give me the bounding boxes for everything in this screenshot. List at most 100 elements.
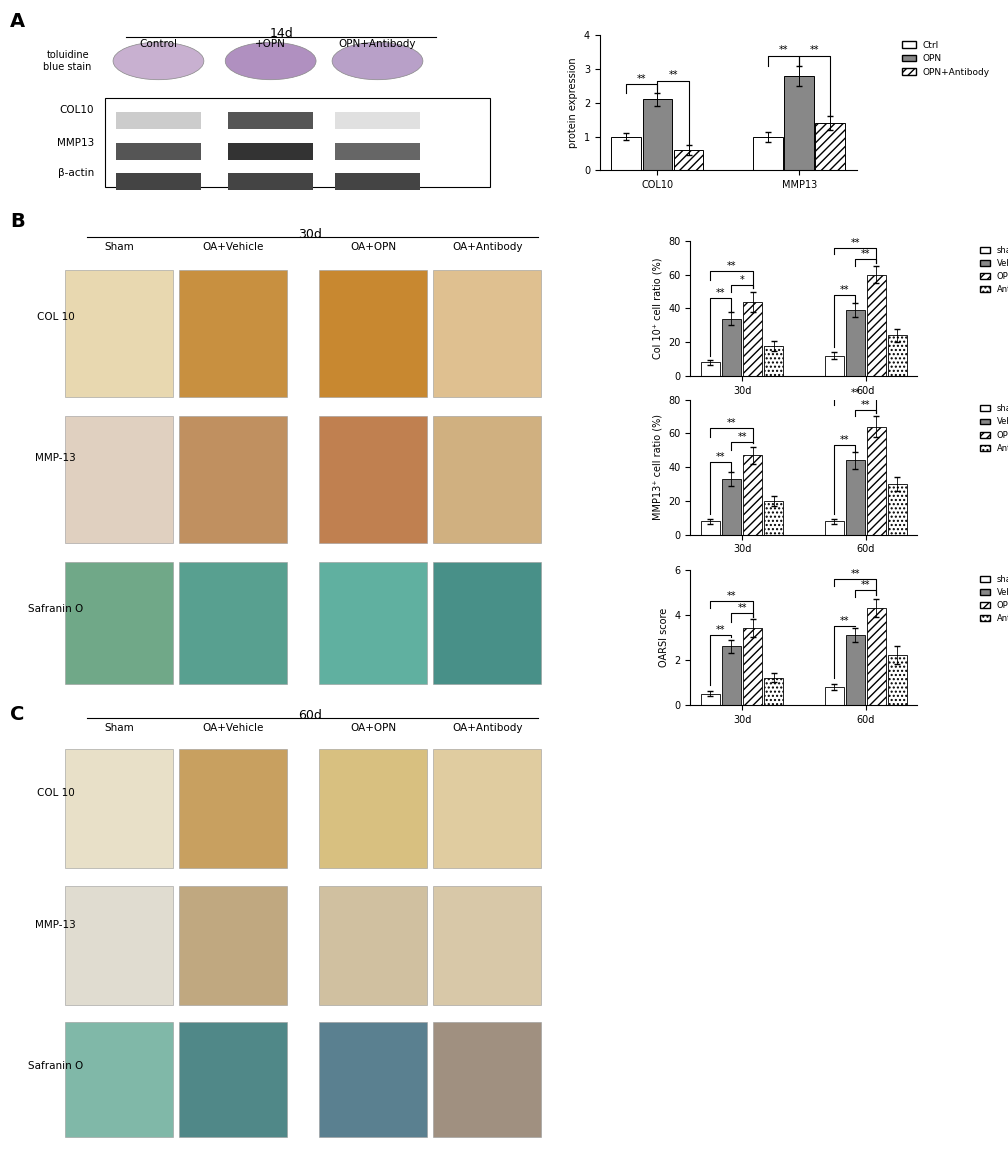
Text: MMP-13: MMP-13 [35, 920, 76, 931]
Legend: sham, Vehicle, OPN, Antibody: sham, Vehicle, OPN, Antibody [977, 571, 1008, 626]
Bar [743, 455, 762, 535]
Text: **: ** [727, 418, 736, 428]
Bar [722, 479, 741, 535]
Bar [116, 143, 202, 160]
Text: **: ** [727, 261, 736, 271]
Bar [764, 678, 783, 705]
Bar [612, 136, 641, 170]
Bar [825, 687, 844, 705]
Bar [701, 522, 720, 535]
Bar [228, 112, 313, 129]
Text: OA+Vehicle: OA+Vehicle [203, 242, 264, 253]
Text: **: ** [737, 603, 747, 612]
Text: **: ** [840, 435, 850, 445]
Bar [335, 143, 420, 160]
Text: OA+OPN: OA+OPN [350, 242, 396, 253]
FancyBboxPatch shape [320, 750, 427, 868]
Text: COL 10: COL 10 [36, 788, 75, 798]
FancyBboxPatch shape [105, 99, 490, 187]
Bar [888, 484, 907, 535]
Text: OA+Antibody: OA+Antibody [453, 242, 523, 253]
Bar [764, 345, 783, 376]
Text: *: * [740, 275, 744, 284]
Text: 60d: 60d [297, 710, 322, 723]
Bar [846, 310, 865, 376]
Bar [753, 136, 783, 170]
Text: Sham: Sham [104, 723, 134, 733]
Text: **: ** [668, 70, 677, 80]
Y-axis label: Col 10⁺ cell ratio (%): Col 10⁺ cell ratio (%) [653, 257, 663, 360]
Text: **: ** [851, 569, 860, 579]
Legend: sham, Vehicle, OPN, Antibody: sham, Vehicle, OPN, Antibody [977, 401, 1008, 456]
Y-axis label: protein expression: protein expression [569, 58, 579, 148]
Bar [673, 150, 704, 170]
Bar [867, 609, 886, 705]
Text: **: ** [727, 591, 736, 602]
FancyBboxPatch shape [433, 270, 541, 397]
Text: **: ** [840, 616, 850, 626]
Bar [228, 143, 313, 160]
Bar [846, 461, 865, 535]
FancyBboxPatch shape [179, 416, 287, 543]
FancyBboxPatch shape [179, 270, 287, 397]
Y-axis label: OARSI score: OARSI score [659, 607, 669, 667]
Text: **: ** [779, 45, 788, 55]
Text: **: ** [840, 284, 850, 295]
Bar [228, 174, 313, 190]
Bar [701, 693, 720, 705]
Bar [888, 335, 907, 376]
FancyBboxPatch shape [66, 1022, 173, 1137]
Y-axis label: MMP13⁺ cell ratio (%): MMP13⁺ cell ratio (%) [653, 414, 663, 521]
Text: C: C [10, 705, 24, 724]
Text: A: A [10, 12, 25, 31]
Text: COL10: COL10 [59, 106, 95, 115]
Text: Sham: Sham [104, 242, 134, 253]
FancyBboxPatch shape [433, 416, 541, 543]
FancyBboxPatch shape [179, 750, 287, 868]
Text: 14d: 14d [269, 27, 293, 40]
FancyBboxPatch shape [66, 270, 173, 397]
FancyBboxPatch shape [179, 886, 287, 1005]
Text: 30d: 30d [297, 228, 322, 241]
Text: MMP-13: MMP-13 [35, 454, 76, 463]
Bar [743, 629, 762, 705]
Text: +OPN: +OPN [255, 39, 286, 49]
Text: **: ** [851, 388, 860, 398]
Bar [116, 174, 202, 190]
FancyBboxPatch shape [320, 416, 427, 543]
Bar [867, 275, 886, 376]
FancyBboxPatch shape [433, 1022, 541, 1137]
Bar [722, 646, 741, 705]
Ellipse shape [225, 42, 317, 80]
FancyBboxPatch shape [433, 562, 541, 684]
FancyBboxPatch shape [66, 562, 173, 684]
FancyBboxPatch shape [320, 886, 427, 1005]
Bar [825, 522, 844, 535]
Bar [116, 112, 202, 129]
Bar [764, 501, 783, 535]
Text: OPN+Antibody: OPN+Antibody [339, 39, 416, 49]
Text: **: ** [717, 452, 726, 462]
Bar [867, 427, 886, 535]
Ellipse shape [332, 42, 423, 80]
FancyBboxPatch shape [66, 750, 173, 868]
Bar [743, 302, 762, 376]
Bar [722, 318, 741, 376]
Legend: Ctrl, OPN, OPN+Antibody: Ctrl, OPN, OPN+Antibody [898, 38, 994, 80]
FancyBboxPatch shape [179, 562, 287, 684]
Text: β-actin: β-actin [58, 168, 95, 179]
Bar [846, 636, 865, 705]
Text: MMP13: MMP13 [57, 137, 95, 148]
FancyBboxPatch shape [433, 886, 541, 1005]
FancyBboxPatch shape [320, 270, 427, 397]
Bar [335, 112, 420, 129]
Text: Safranin O: Safranin O [28, 1061, 84, 1072]
Text: **: ** [861, 400, 871, 410]
Text: OA+Antibody: OA+Antibody [453, 723, 523, 733]
Text: **: ** [851, 237, 860, 248]
Text: **: ** [637, 74, 646, 83]
Text: **: ** [861, 580, 871, 590]
Bar [701, 362, 720, 376]
FancyBboxPatch shape [320, 1022, 427, 1137]
Bar [784, 75, 813, 170]
